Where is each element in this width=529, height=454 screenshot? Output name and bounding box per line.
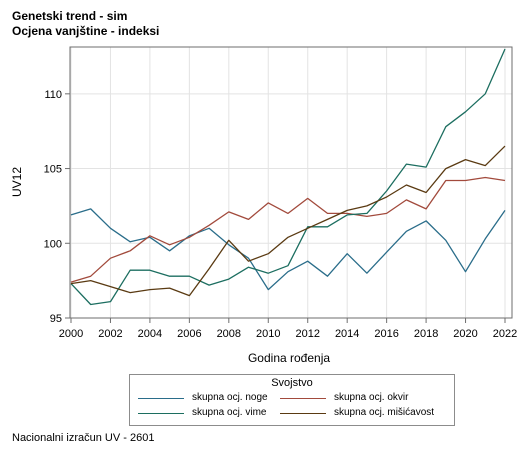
- x-tick-label: 2004: [138, 328, 162, 340]
- footnote: Nacionalni izračun UV - 2601: [12, 432, 155, 444]
- x-axis-label: Godina rođenja: [248, 351, 330, 365]
- x-axis-ticks: 2000 2002 2004 2006 2008 2010 2012 2014 2016 2018…: [59, 318, 517, 340]
- legend-swatch-vime: [138, 413, 184, 414]
- x-tick-label: 2000: [59, 328, 83, 340]
- series-line-2: [70, 48, 506, 306]
- x-tick-label: 2010: [256, 328, 280, 340]
- x-tick-label: 2022: [493, 328, 517, 340]
- chart-subtitle: Ocjena vanjštine - indeksi: [12, 24, 160, 38]
- y-tick-label: 105: [44, 164, 62, 176]
- x-tick-label: 2006: [177, 328, 201, 340]
- line-chart: 2000 2002 2004 2006 2008 2010 2012 2014 2016 2018…: [10, 46, 517, 365]
- x-tick-label: 2008: [217, 328, 241, 340]
- x-tick-label: 2016: [374, 328, 398, 340]
- x-tick-label: 2012: [295, 328, 319, 340]
- y-tick-label: 100: [44, 238, 62, 250]
- series-line-0: [70, 208, 506, 291]
- plot-frame: [69, 46, 513, 319]
- legend-label-okvir: skupna ocj. okvir: [334, 392, 409, 403]
- legend-label-vime: skupna ocj. vime: [192, 407, 267, 418]
- y-tick-label: 110: [44, 89, 62, 101]
- legend-swatch-noge: [138, 398, 184, 399]
- x-tick-label: 2014: [335, 328, 359, 340]
- series-line-1: [70, 176, 506, 283]
- chart-title: Genetski trend - sim: [12, 9, 128, 23]
- legend-swatch-okvir: [280, 398, 326, 399]
- x-tick-label: 2002: [98, 328, 122, 340]
- x-tick-label: 2020: [453, 328, 477, 340]
- legend-label-noge: skupna ocj. noge: [192, 392, 268, 403]
- series-lines: [70, 48, 506, 306]
- legend-label-misicavost: skupna ocj. mišićavost: [334, 407, 435, 418]
- y-tick-label: 95: [50, 313, 62, 325]
- y-axis-ticks: 95 100 105 110: [44, 89, 70, 325]
- legend-title: Svojstvo: [271, 377, 313, 389]
- series-line-3: [70, 145, 506, 297]
- x-tick-label: 2018: [414, 328, 438, 340]
- legend: Svojstvo skupna ocj. noge skupna ocj. ok…: [129, 374, 455, 426]
- y-axis-label: UV12: [10, 167, 24, 197]
- gridlines: [70, 47, 512, 319]
- legend-swatch-misicavost: [280, 413, 326, 414]
